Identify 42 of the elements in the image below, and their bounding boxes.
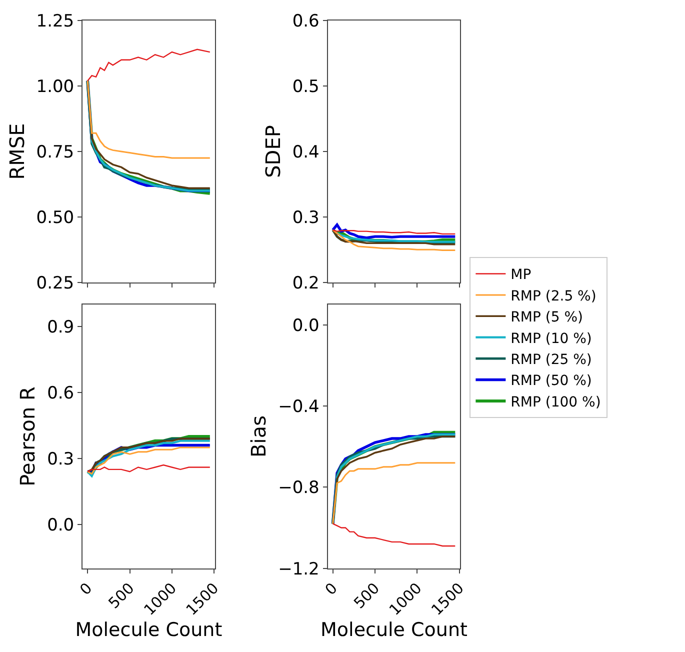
- line-series: [86, 48, 210, 82]
- legend-label: MP: [510, 267, 532, 284]
- legend-label: RMP (25 %): [510, 352, 592, 368]
- line-series: [332, 462, 456, 524]
- y-axis-title: SDEP: [260, 125, 285, 178]
- y-tick-label: 0.5: [292, 77, 320, 98]
- y-tick-label: 0.3: [292, 208, 320, 228]
- y-axis-title: RMSE: [4, 123, 29, 180]
- y-tick-label: 0.25: [36, 273, 74, 294]
- y-axis-title: Bias: [246, 415, 271, 458]
- x-tick-label: 0: [76, 579, 96, 599]
- line-series: [331, 223, 457, 240]
- x-tick-label: 500: [350, 579, 384, 612]
- line-series: [332, 523, 456, 547]
- y-tick-label: −1.2: [278, 559, 320, 580]
- legend-label: RMP (100 %): [510, 394, 601, 410]
- y-tick-label: −0.8: [278, 478, 320, 498]
- y-tick-label: 0.50: [36, 208, 74, 228]
- legend-label: RMP (5 %): [510, 310, 583, 326]
- y-tick-label: 0.0: [292, 316, 320, 336]
- y-tick-label: −0.4: [278, 397, 320, 418]
- line-series: [86, 464, 210, 472]
- x-tick-label: 0: [321, 579, 341, 599]
- legend-label: RMP (2.5 %): [510, 288, 596, 304]
- line-series: [86, 80, 211, 159]
- y-tick-label: 0.6: [292, 12, 320, 32]
- y-tick-label: 0.75: [36, 142, 74, 162]
- y-tick-label: 1.00: [36, 77, 74, 98]
- y-tick-label: 0.9: [47, 318, 74, 338]
- y-tick-label: 0.3: [47, 449, 74, 470]
- legend-label: RMP (10 %): [510, 330, 592, 347]
- y-tick-label: 0.0: [47, 515, 74, 536]
- y-tick-label: 0.2: [292, 273, 320, 294]
- x-axis-title: Molecule Count: [75, 618, 222, 641]
- legend-label: RMP (50 %): [510, 373, 592, 390]
- y-tick-label: 0.4: [292, 142, 320, 162]
- y-tick-label: 0.6: [47, 383, 74, 404]
- x-tick-label: 500: [104, 579, 138, 612]
- line-series: [332, 229, 456, 252]
- y-tick-label: 1.25: [36, 12, 74, 32]
- x-axis-title: Molecule Count: [320, 618, 468, 641]
- y-axis-title: Pearson R: [16, 386, 40, 486]
